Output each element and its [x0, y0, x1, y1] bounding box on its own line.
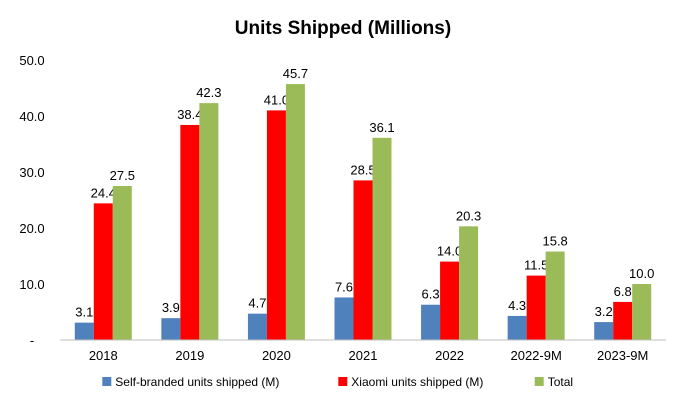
- bar-value-label: 14.0: [437, 244, 462, 259]
- bar: [74, 322, 94, 340]
- bar-value-label: 15.8: [542, 234, 567, 249]
- x-tick-label: 2023-9M: [597, 348, 648, 363]
- bar-value-label: 11.5: [524, 258, 548, 273]
- x-tick-label: 2018: [89, 348, 118, 363]
- bars: 3.1 24.4 27.5 3.9 38.4 42.3 4.7 41.0 45.7 7.6 28.5…: [74, 66, 654, 341]
- bar: [372, 137, 392, 340]
- bar: [161, 318, 181, 340]
- y-tick-label: 20.0: [19, 221, 44, 236]
- bar-value-label: 42.3: [196, 85, 221, 100]
- bar: [247, 313, 267, 340]
- bar-value-label: 41.0: [264, 92, 289, 107]
- x-axis: 2018 2019 2020 2021 2022 2022-9M 2023-9M: [60, 339, 666, 363]
- legend-label: Xiaomi units shipped (M): [351, 375, 483, 389]
- bar: [93, 203, 113, 340]
- legend-label: Self-branded units shipped (M): [115, 375, 279, 389]
- bar: [594, 322, 614, 340]
- bar: [353, 180, 373, 340]
- bar: [526, 275, 546, 340]
- bar: [459, 226, 479, 340]
- bar-value-label: 3.2: [595, 304, 613, 319]
- y-axis: - 10.0 20.0 30.0 40.0 50.0: [19, 53, 44, 348]
- legend-swatch: [102, 377, 112, 386]
- bar: [613, 301, 633, 340]
- bar-value-label: 27.5: [110, 168, 135, 183]
- bar-value-label: 28.5: [350, 162, 375, 177]
- chart-title: Units Shipped (Millions): [235, 18, 451, 39]
- bar-value-label: 3.9: [162, 300, 180, 315]
- bar: [440, 261, 460, 340]
- bar: [285, 84, 305, 340]
- bar-value-label: 20.3: [456, 208, 481, 223]
- x-tick-label: 2019: [175, 348, 204, 363]
- bar: [266, 110, 286, 341]
- legend-swatch: [338, 377, 348, 386]
- bar: [334, 297, 354, 340]
- bar: [507, 315, 527, 340]
- bar: [632, 284, 652, 340]
- bar-value-label: 45.7: [283, 66, 308, 81]
- x-tick-label: 2020: [262, 348, 291, 363]
- legend: Self-branded units shipped (M) Xiaomi uni…: [102, 375, 573, 389]
- bar: [545, 251, 565, 340]
- y-tick-label: 50.0: [19, 53, 44, 68]
- y-tick-label: 10.0: [19, 277, 44, 292]
- x-tick-label: 2022-9M: [510, 348, 561, 363]
- bar-value-label: 3.1: [75, 305, 93, 320]
- bar-value-label: 38.4: [177, 107, 202, 122]
- y-tick-label: 30.0: [19, 165, 44, 180]
- bar: [112, 186, 132, 340]
- bar-value-label: 6.8: [614, 284, 632, 299]
- bar-value-label: 4.3: [508, 298, 526, 313]
- bar: [199, 103, 219, 341]
- bar-value-label: 4.7: [248, 296, 266, 311]
- bar-value-label: 6.3: [422, 287, 440, 302]
- bar-value-label: 10.0: [629, 266, 654, 281]
- x-tick-label: 2022: [435, 348, 464, 363]
- bar-value-label: 36.1: [369, 120, 394, 135]
- y-tick-label: 40.0: [19, 109, 44, 124]
- bar: [421, 304, 441, 340]
- y-tick-label: -: [30, 333, 34, 348]
- legend-swatch: [534, 377, 544, 386]
- legend-label: Total: [548, 375, 573, 389]
- bar-value-label: 24.4: [91, 185, 116, 200]
- bar-value-label: 7.6: [335, 279, 353, 294]
- x-tick-label: 2021: [349, 348, 378, 363]
- bar: [180, 124, 200, 341]
